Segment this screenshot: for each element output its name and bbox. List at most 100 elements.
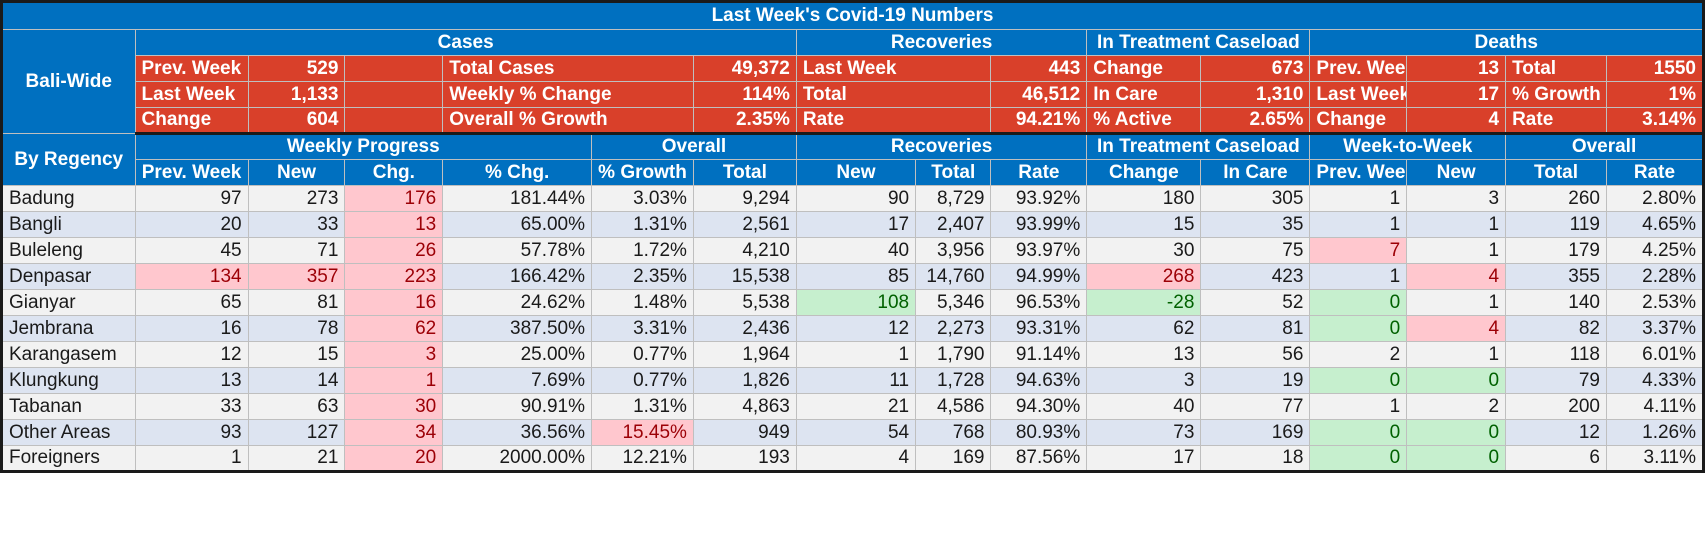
data-cell: 1 xyxy=(1406,237,1507,264)
data-cell: 1 xyxy=(134,445,249,473)
summary-cell: 94.21% xyxy=(990,107,1088,135)
data-cell: 1 xyxy=(1309,263,1408,290)
summary-cell: Prev. Week xyxy=(1309,55,1408,82)
data-cell: 1.72% xyxy=(591,237,694,264)
data-cell: 134 xyxy=(134,263,249,290)
regency-name: Karangasem xyxy=(0,341,136,368)
data-cell: 0 xyxy=(1309,289,1408,316)
summary-cell: Total Cases xyxy=(442,55,694,82)
data-cell: 80.93% xyxy=(990,419,1088,446)
data-cell: 2.35% xyxy=(591,263,694,290)
data-cell: 65 xyxy=(134,289,249,316)
regency-name: Klungkung xyxy=(0,367,136,394)
data-cell: 17 xyxy=(795,211,917,238)
summary-cell: 529 xyxy=(247,55,346,82)
column-header: In Care xyxy=(1200,159,1311,186)
column-header: Rate xyxy=(990,159,1088,186)
data-cell: 200 xyxy=(1505,393,1607,420)
data-cell: 93.97% xyxy=(990,237,1088,264)
data-cell: 20 xyxy=(134,211,249,238)
data-cell: 357 xyxy=(247,263,346,290)
summary-cell: Change xyxy=(1309,107,1408,135)
data-cell: 7 xyxy=(1309,237,1408,264)
bali-wide-label: Bali-Wide xyxy=(0,29,136,134)
data-cell: 176 xyxy=(344,185,444,212)
data-cell: 5,538 xyxy=(692,289,797,316)
data-cell: 85 xyxy=(795,263,917,290)
data-cell: 1 xyxy=(1406,341,1507,368)
table-row: Badung 97 273 176 181.44% 3.03% 9,294 90 8,729 93… xyxy=(0,185,1705,212)
data-cell: 0 xyxy=(1309,445,1408,473)
data-cell: 30 xyxy=(344,393,444,420)
data-cell: 4,863 xyxy=(692,393,797,420)
data-cell: 4 xyxy=(1406,315,1507,342)
data-cell: 1.31% xyxy=(591,211,694,238)
data-cell: 0 xyxy=(1406,367,1507,394)
covid-table: Last Week's Covid-19 Numbers Bali-Wide Ca… xyxy=(0,0,1705,473)
regency-name: Jembrana xyxy=(0,315,136,342)
table-row: Foreigners 1 21 20 2000.00% 12.21% 193 4 169 87.5… xyxy=(0,445,1705,473)
data-cell: 26 xyxy=(344,237,444,264)
data-cell: 36.56% xyxy=(442,419,593,446)
sheet-title: Last Week's Covid-19 Numbers xyxy=(0,0,1705,30)
data-cell: 93 xyxy=(134,419,249,446)
data-cell: 6 xyxy=(1505,445,1607,473)
group-week-to-week: Week-to-Week xyxy=(1309,133,1507,160)
data-cell: 4.11% xyxy=(1605,393,1705,420)
regency-name: Other Areas xyxy=(0,419,136,446)
data-cell: 3 xyxy=(1086,367,1202,394)
data-cell: 169 xyxy=(1200,419,1311,446)
data-cell: 21 xyxy=(795,393,917,420)
data-cell: 181.44% xyxy=(442,185,593,212)
data-cell: 24.62% xyxy=(442,289,593,316)
data-cell: 57.78% xyxy=(442,237,593,264)
table-row: Klungkung 13 14 1 7.69% 0.77% 1,826 11 1,728 94.6… xyxy=(0,367,1705,394)
data-cell: 20 xyxy=(344,445,444,473)
column-header: Chg. xyxy=(344,159,444,186)
table-row: Other Areas 93 127 34 36.56% 15.45% 949 54 768 80… xyxy=(0,419,1705,446)
data-cell: 62 xyxy=(1086,315,1202,342)
summary-cell: Rate xyxy=(795,107,992,135)
group-overall: Overall xyxy=(591,133,797,160)
data-cell: 21 xyxy=(247,445,346,473)
group-treatment: In Treatment Caseload xyxy=(1086,133,1311,160)
data-cell: 63 xyxy=(247,393,346,420)
data-cell: 97 xyxy=(134,185,249,212)
data-cell: 3.37% xyxy=(1605,315,1705,342)
data-cell: 7.69% xyxy=(442,367,593,394)
section-deaths: Deaths xyxy=(1309,29,1705,56)
data-cell: 54 xyxy=(795,419,917,446)
data-cell: 0 xyxy=(1406,419,1507,446)
data-cell: 90.91% xyxy=(442,393,593,420)
data-cell: 1 xyxy=(1406,289,1507,316)
data-cell: 8,729 xyxy=(915,185,992,212)
summary-cell: 604 xyxy=(247,107,346,135)
regency-name: Bangli xyxy=(0,211,136,238)
data-cell: 1,826 xyxy=(692,367,797,394)
data-cell: 2,407 xyxy=(915,211,992,238)
data-cell: 2 xyxy=(1309,341,1408,368)
data-cell: 35 xyxy=(1200,211,1311,238)
data-cell: 2000.00% xyxy=(442,445,593,473)
data-cell: 1 xyxy=(1309,185,1408,212)
data-cell: 56 xyxy=(1200,341,1311,368)
regency-name: Buleleng xyxy=(0,237,136,264)
summary-cell: 1% xyxy=(1605,81,1705,108)
table-row: Tabanan 33 63 30 90.91% 1.31% 4,863 21 4,586 94.3… xyxy=(0,393,1705,420)
data-cell: 1.48% xyxy=(591,289,694,316)
summary-cell: 114% xyxy=(692,81,797,108)
data-cell: 180 xyxy=(1086,185,1202,212)
column-header: Rate xyxy=(1605,159,1705,186)
summary-cell: 4 xyxy=(1406,107,1507,135)
data-cell: 91.14% xyxy=(990,341,1088,368)
group-overall-deaths: Overall xyxy=(1505,133,1705,160)
data-cell: 45 xyxy=(134,237,249,264)
data-cell: 19 xyxy=(1200,367,1311,394)
table-row: Gianyar 65 81 16 24.62% 1.48% 5,538 108 5,346 96.… xyxy=(0,289,1705,316)
data-cell: 273 xyxy=(247,185,346,212)
summary-cell: 673 xyxy=(1200,55,1311,82)
data-cell: 108 xyxy=(795,289,917,316)
data-cell: 94.99% xyxy=(990,263,1088,290)
summary-cell: 1550 xyxy=(1605,55,1705,82)
data-cell: 0 xyxy=(1309,315,1408,342)
